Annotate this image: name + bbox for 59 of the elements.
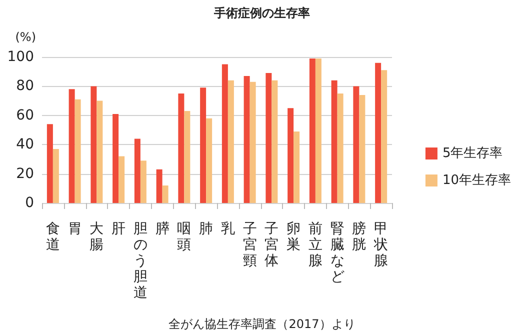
bar [294, 131, 300, 203]
bar [288, 108, 294, 203]
bar [156, 169, 162, 203]
y-tick-label: 100 [7, 49, 34, 65]
bar [162, 185, 168, 203]
bar [46, 124, 53, 203]
y-tick-label: 20 [16, 166, 34, 182]
bar [315, 58, 322, 203]
y-tick-label: 80 [16, 78, 34, 94]
bar [112, 114, 119, 203]
x-tick-label: 食道 [46, 221, 60, 253]
bar [375, 62, 382, 203]
bar [222, 64, 228, 203]
bar [381, 70, 388, 203]
bar [118, 156, 125, 203]
bar [266, 73, 272, 203]
bar [206, 118, 212, 203]
bar [359, 94, 366, 203]
chart-title: 手術症例の生存率 [213, 6, 310, 20]
x-tick-label: 子宮頸 [242, 221, 257, 269]
x-tick-label: 大腸 [90, 221, 104, 253]
bar [250, 82, 256, 203]
x-tick-label: 子宮体 [264, 221, 279, 269]
legend-label: 10年生存率 [442, 172, 512, 188]
x-tick-label: 腎臓など [330, 221, 344, 285]
bar [52, 148, 59, 203]
bar [244, 76, 250, 203]
bar [309, 58, 316, 203]
bar [337, 94, 344, 203]
bar [272, 80, 278, 203]
x-tick-label: 咽頭 [177, 221, 192, 253]
bar [140, 160, 146, 203]
x-tick-label: 胃 [68, 221, 82, 237]
bar [74, 99, 81, 203]
bar [68, 89, 75, 203]
x-tick-label: 膀胱 [352, 221, 366, 253]
x-tick-label: 甲状腺 [373, 221, 388, 269]
y-tick-label: 0 [25, 195, 34, 211]
x-tick-label: 肝 [112, 221, 126, 237]
bar [184, 111, 190, 203]
text: 全がん協生存率調査（2017）より [168, 317, 356, 331]
x-tick-label: 乳 [220, 221, 235, 237]
y-axis-title: (%) [15, 30, 36, 44]
x-tick-label: 肺 [199, 221, 214, 237]
bar [228, 80, 234, 203]
y-tick-label: 60 [16, 107, 34, 124]
bar [331, 80, 338, 203]
x-tick-label: 前立腺 [308, 221, 322, 269]
bar [96, 100, 103, 203]
x-tick-label: 膵 [155, 221, 170, 237]
bar [353, 86, 360, 203]
bar [90, 86, 97, 203]
bar [200, 88, 206, 203]
y-tick-label: 40 [16, 136, 34, 153]
legend-label: 5年生存率 [442, 145, 503, 161]
x-tick-label: 胆のう胆道 [133, 221, 148, 301]
x-tick-label: 卵巣 [286, 221, 301, 253]
bar [178, 94, 184, 203]
bar [134, 138, 140, 203]
